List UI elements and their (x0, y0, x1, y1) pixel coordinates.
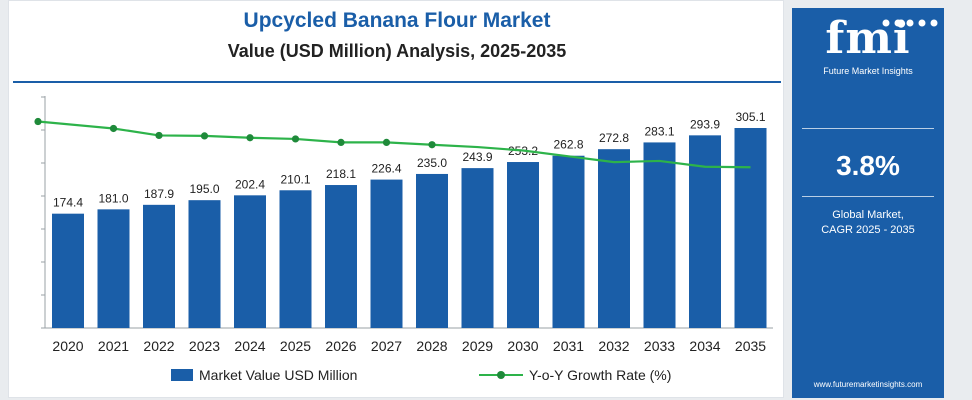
chart-title: Upcycled Banana Flour Market (243, 9, 551, 32)
growth-point-2025 (291, 135, 300, 143)
logo-subtitle: Future Market Insights (823, 66, 913, 76)
x-tick-label-2033: 2033 (644, 338, 675, 354)
side-divider-top (802, 128, 934, 129)
bar-value-label-2035: 305.1 (735, 110, 765, 124)
bar-value-label-2029: 243.9 (462, 150, 492, 164)
cagr-label-line1: Global Market, (832, 209, 904, 221)
bar-value-label-2025: 210.1 (280, 172, 310, 186)
legend-line-swatch (479, 369, 523, 381)
cagr-label: Global Market, CAGR 2025 - 2035 (792, 208, 944, 238)
x-tick-label-2021: 2021 (98, 338, 129, 354)
bar-value-label-2031: 262.8 (553, 138, 583, 152)
side-divider-bottom (802, 196, 934, 197)
cagr-label-line2: CAGR 2025 - 2035 (821, 224, 915, 236)
bar-2030 (507, 162, 539, 328)
growth-point-2026 (337, 138, 345, 146)
growth-point-2027 (382, 138, 391, 146)
legend-bar-label: Market Value USD Million (199, 367, 358, 383)
x-tick-label-2030: 2030 (507, 338, 538, 354)
legend-line-label: Y-o-Y Growth Rate (%) (529, 367, 672, 383)
growth-point-2022 (155, 131, 163, 140)
legend-item-market-value: Market Value USD Million (171, 367, 357, 383)
header-divider (13, 81, 781, 83)
bar-2035 (734, 128, 767, 328)
bar-value-label-2024: 202.4 (235, 177, 265, 191)
x-tick-label-2027: 2027 (371, 338, 402, 354)
x-tick-label-2031: 2031 (553, 338, 584, 354)
bar-2022 (143, 204, 175, 328)
bar-2020 (52, 213, 84, 328)
bar-2025 (279, 190, 312, 328)
x-tick-label-2032: 2032 (598, 338, 629, 354)
x-tick-label-2035: 2035 (735, 338, 766, 354)
x-tick-label-2024: 2024 (234, 338, 265, 354)
bar-value-label-2023: 195.0 (189, 182, 219, 196)
legend-item-growth-rate: Y-o-Y Growth Rate (%) (479, 367, 671, 383)
bar-2029 (461, 168, 494, 328)
bar-value-label-2028: 235.0 (417, 156, 447, 170)
side-panel: fmi Future Market Insights 3.8% Global M… (792, 8, 944, 398)
bar-value-label-2021: 181.0 (98, 191, 128, 205)
growth-point-2021 (109, 124, 118, 133)
chart-legend: Market Value USD Million Y-o-Y Growth Ra… (9, 365, 785, 389)
chart-subtitle: Value (USD Million) Analysis, 2025-2035 (227, 41, 567, 61)
x-tick-label-2026: 2026 (325, 338, 356, 354)
chart-card: Upcycled Banana Flour Market Value (USD … (8, 0, 784, 398)
legend-bar-swatch (171, 369, 193, 381)
x-tick-label-2028: 2028 (416, 338, 447, 354)
growth-point-2020 (34, 117, 42, 126)
chart-plot: 174.4 2020 181.0 2021 187.9 2022 195.0 2023 202.… (34, 96, 773, 354)
bar-2027 (370, 179, 403, 328)
bar-2033 (643, 142, 676, 328)
bar-2024 (234, 195, 266, 328)
x-tick-label-2025: 2025 (280, 338, 311, 354)
website-url: www.futuremarketinsights.com (813, 380, 923, 389)
bar-2032 (598, 149, 630, 328)
growth-point-2023 (200, 132, 209, 140)
bar-2026 (325, 185, 357, 328)
bar-2023 (188, 200, 221, 328)
growth-point-2028 (428, 141, 436, 149)
logo-dots-icon (882, 19, 938, 27)
bar-value-label-2027: 226.4 (371, 162, 401, 176)
bar-value-label-2034: 293.9 (690, 117, 720, 131)
growth-point-2024 (246, 134, 254, 142)
growth-rate-line (37, 120, 751, 169)
bar-value-label-2020: 174.4 (53, 196, 83, 210)
x-tick-label-2034: 2034 (689, 338, 720, 354)
bar-2021 (97, 209, 130, 328)
bar-2028 (416, 173, 448, 328)
x-tick-label-2022: 2022 (143, 338, 174, 354)
x-tick-label-2020: 2020 (52, 338, 83, 354)
x-tick-label-2029: 2029 (462, 338, 493, 354)
bar-2031 (552, 155, 585, 328)
bar-value-label-2026: 218.1 (326, 167, 356, 181)
bar-value-label-2022: 187.9 (144, 187, 174, 201)
x-tick-label-2023: 2023 (189, 338, 220, 354)
fmi-logo: fmi Future Market Insights (798, 14, 938, 88)
cagr-value: 3.8% (836, 150, 900, 181)
bar-value-label-2032: 272.8 (599, 131, 629, 145)
bar-value-label-2033: 283.1 (644, 124, 674, 138)
